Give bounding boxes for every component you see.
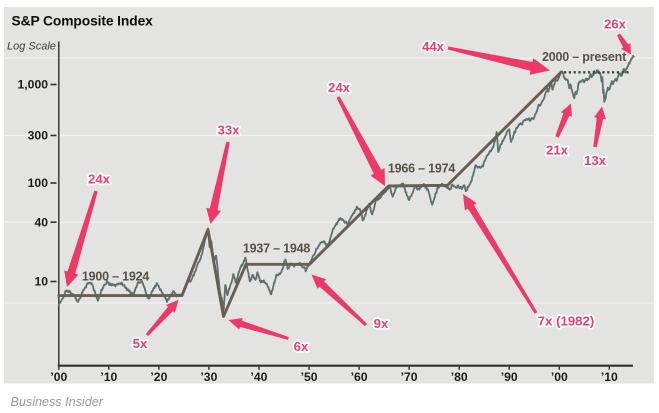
svg-text:’30: ’30 — [200, 370, 217, 384]
svg-text:’10: ’10 — [100, 370, 117, 384]
svg-text:44x: 44x — [422, 39, 445, 54]
svg-text:1900 – 1924: 1900 – 1924 — [82, 270, 150, 284]
svg-text:24x: 24x — [328, 80, 351, 95]
svg-text:10: 10 — [34, 275, 48, 289]
svg-text:7x (1982): 7x (1982) — [538, 313, 594, 328]
svg-text:’40: ’40 — [251, 370, 268, 384]
svg-text:’80: ’80 — [451, 370, 468, 384]
svg-text:26x: 26x — [604, 16, 627, 31]
svg-text:5x: 5x — [133, 336, 148, 351]
svg-text:’10: ’10 — [601, 370, 618, 384]
svg-text:9x: 9x — [374, 316, 389, 331]
svg-text:1937 – 1948: 1937 – 1948 — [243, 242, 311, 256]
svg-text:300: 300 — [28, 129, 49, 143]
svg-text:S&P Composite Index: S&P Composite Index — [12, 14, 154, 29]
svg-text:13x: 13x — [584, 153, 607, 168]
svg-text:’90: ’90 — [501, 370, 518, 384]
svg-text:2000 – present: 2000 – present — [542, 50, 627, 64]
svg-text:Business Insider: Business Insider — [11, 395, 104, 409]
svg-text:Log Scale: Log Scale — [7, 41, 56, 53]
svg-text:6x: 6x — [294, 339, 309, 354]
svg-text:24x: 24x — [88, 172, 111, 187]
svg-text:1966 – 1974: 1966 – 1974 — [388, 161, 456, 175]
svg-text:33x: 33x — [217, 123, 240, 138]
svg-text:21x: 21x — [546, 143, 569, 158]
svg-text:’60: ’60 — [351, 370, 368, 384]
svg-text:’00: ’00 — [50, 370, 67, 384]
svg-text:’20: ’20 — [150, 370, 167, 384]
svg-text:’50: ’50 — [301, 370, 318, 384]
svg-text:40: 40 — [34, 215, 48, 229]
svg-text:100: 100 — [28, 176, 49, 190]
svg-text:’00: ’00 — [551, 370, 568, 384]
svg-text:’70: ’70 — [401, 370, 418, 384]
svg-text:1,000: 1,000 — [18, 78, 49, 92]
